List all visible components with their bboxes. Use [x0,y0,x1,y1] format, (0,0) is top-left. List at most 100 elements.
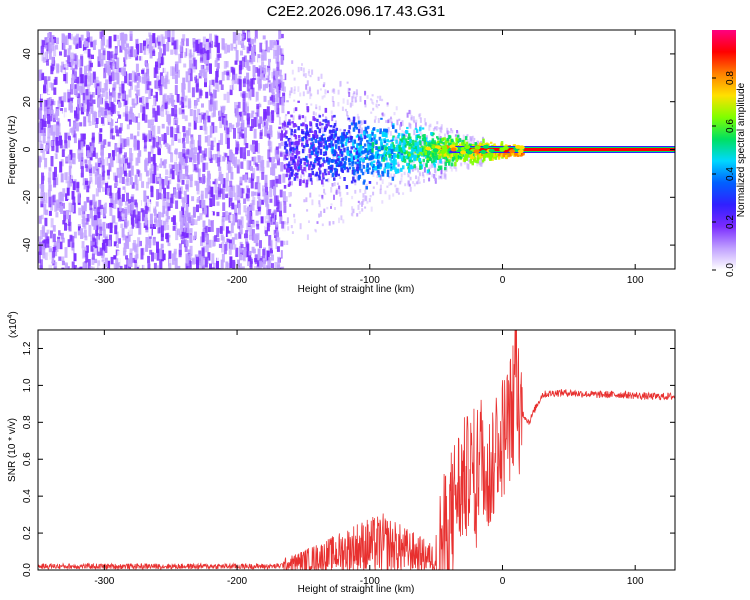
heat-cell [214,126,218,133]
heat-cell [304,136,308,140]
heat-cell [89,199,93,206]
heat-cell [58,230,62,236]
heat-cell [188,253,192,261]
heat-cell [147,177,151,185]
heat-cell [146,76,150,82]
heat-cell [126,124,130,130]
heat-cell [177,228,180,236]
heat-cell [251,47,255,54]
heat-cell [384,156,387,161]
heat-cell [211,169,215,182]
heat-cell [137,211,141,222]
heat-cell [283,240,286,246]
heat-cell [284,141,288,146]
heat-cell [281,44,285,54]
heat-cell [293,162,297,167]
heat-cell [331,146,334,151]
heat-cell [323,137,327,141]
heat-cell [72,58,76,64]
heat-cell [127,162,131,169]
heat-cell [428,155,431,158]
heat-cell [434,176,437,181]
heat-cell [166,200,170,212]
heat-cell [331,172,335,177]
heat-cell [380,174,383,177]
heat-cell [202,220,206,228]
heat-cell [116,145,120,153]
heat-cell [61,256,65,262]
heat-cell [293,141,296,146]
heat-cell [73,99,76,111]
heat-cell [56,108,60,116]
heat-cell [130,46,134,58]
heat-cell [238,219,241,226]
heat-cell [386,173,390,177]
heat-cell [249,113,253,119]
heat-cell [392,144,396,149]
heat-cell [212,179,216,185]
heat-cell [331,149,335,154]
heat-cell [303,161,306,166]
heat-cell [323,146,327,149]
heat-cell [348,88,351,91]
heat-cell [186,255,190,266]
heat-cell [211,253,215,265]
heat-cell [52,225,56,232]
heat-cell [315,161,318,167]
heat-cell [437,159,440,165]
heat-cell [403,171,406,176]
heat-cell [145,48,149,60]
heat-cell [435,126,438,131]
heat-cell [174,85,178,95]
heat-cell [302,145,306,149]
heat-cell [260,97,264,105]
heat-cell [82,216,86,228]
heat-cell [209,211,213,221]
heat-cell [53,240,57,246]
y-tick-label: 0 [22,146,33,152]
heat-cell [143,190,147,202]
heat-cell [358,210,361,214]
heat-cell [160,249,164,262]
heat-cell [370,161,374,167]
heat-cell [315,123,319,127]
heat-cell [369,195,372,198]
heat-cell [439,153,442,156]
heat-cell [245,103,249,112]
heat-cell [214,178,218,185]
heat-cell [406,126,409,130]
heat-cell [198,146,202,154]
heat-cell [89,266,93,269]
heat-cell [130,153,134,162]
heat-cell [175,229,179,241]
heat-cell [351,162,354,167]
heat-cell [204,148,208,157]
heat-cell [44,157,48,170]
heat-cell [85,180,88,185]
heat-cell [52,113,56,118]
heat-cell [253,191,257,196]
heat-cell [434,126,436,130]
heat-cell [390,118,393,123]
heat-cell [291,231,294,234]
heat-cell [455,154,458,158]
heat-cell [54,200,58,212]
heat-cell [409,110,412,116]
heat-cell [240,111,244,123]
heat-cell [202,228,206,234]
heat-cell [398,169,401,173]
heat-cell [101,88,105,93]
heat-cell [131,199,135,211]
heat-cell [205,91,209,99]
heat-cell [205,66,209,73]
heat-cell [248,37,252,46]
heat-cell [54,166,57,178]
heat-cell [383,150,387,155]
heat-cell [482,138,485,144]
heat-cell [442,141,445,145]
heat-cell [237,115,240,126]
heat-cell [185,71,189,83]
heat-cell [291,69,294,75]
heat-cell [103,68,107,79]
